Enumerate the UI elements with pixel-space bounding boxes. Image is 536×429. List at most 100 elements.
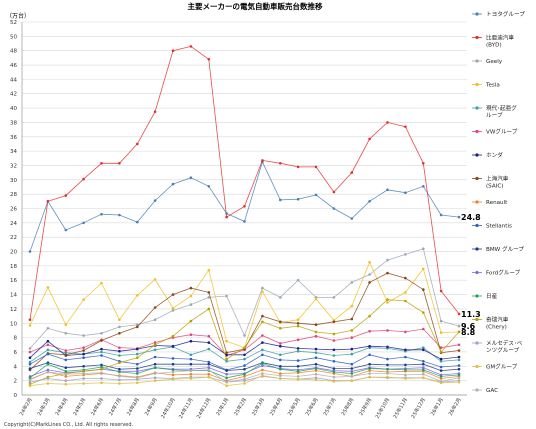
y-tick-label: 28 <box>10 192 17 198</box>
y-tick-label: 50 <box>10 34 17 40</box>
data-point <box>207 375 211 379</box>
y-tick-label: 22 <box>10 235 17 241</box>
data-point <box>279 353 282 357</box>
data-point <box>439 350 443 354</box>
legend-label: 奇瑞汽車 <box>486 316 509 324</box>
data-point <box>386 363 389 367</box>
y-tick-label: 32 <box>10 163 17 169</box>
data-point <box>28 362 32 366</box>
data-point <box>386 121 389 124</box>
data-point <box>439 319 443 323</box>
data-point <box>82 177 85 181</box>
legend-label: (BYD) <box>486 43 502 49</box>
data-point <box>136 347 139 351</box>
data-point <box>332 190 336 194</box>
data-point <box>82 372 85 375</box>
data-point <box>422 327 425 331</box>
data-point <box>207 185 211 188</box>
data-point <box>100 377 103 380</box>
data-point <box>314 372 318 376</box>
data-point <box>153 379 157 383</box>
data-point <box>28 367 32 370</box>
data-point <box>171 334 175 338</box>
data-point <box>100 354 103 357</box>
y-tick-label: 2 <box>14 379 18 385</box>
y-tick-label: 52 <box>10 20 17 26</box>
data-point <box>368 273 371 276</box>
data-point <box>350 362 354 366</box>
data-point <box>439 289 443 293</box>
data-point <box>136 142 139 146</box>
data-point <box>118 318 121 322</box>
data-point <box>350 367 354 370</box>
data-point <box>82 298 85 301</box>
data-point <box>82 365 85 368</box>
data-point <box>314 356 318 360</box>
data-point <box>100 365 103 369</box>
data-point <box>64 370 68 373</box>
data-point <box>386 301 389 304</box>
data-point <box>189 294 193 298</box>
data-point <box>64 382 68 386</box>
data-point <box>422 366 425 370</box>
data-point <box>243 382 246 385</box>
data-point <box>225 351 228 355</box>
data-point <box>350 317 354 321</box>
data-point <box>153 348 157 352</box>
data-point <box>261 362 264 365</box>
data-point <box>314 378 318 382</box>
data-point <box>82 346 85 350</box>
data-point <box>100 363 103 367</box>
data-point <box>118 375 121 378</box>
data-point <box>404 299 407 303</box>
data-point <box>136 362 139 366</box>
y-tick-label: 10 <box>10 321 17 327</box>
data-point <box>136 220 139 224</box>
data-point <box>422 267 425 271</box>
data-point <box>171 344 175 348</box>
data-point <box>457 215 461 219</box>
data-point <box>350 375 354 378</box>
data-point <box>171 182 175 186</box>
data-point <box>296 278 300 282</box>
data-point <box>314 369 318 372</box>
legend-swatch-marker <box>475 294 479 298</box>
data-point <box>368 314 371 318</box>
data-point <box>82 370 85 373</box>
data-point <box>422 162 425 165</box>
data-point <box>100 281 103 285</box>
data-point <box>439 357 443 361</box>
data-point <box>404 276 407 280</box>
data-point <box>207 307 211 311</box>
data-point <box>261 290 264 294</box>
data-point <box>350 347 354 351</box>
data-point <box>368 137 371 141</box>
data-point <box>118 346 121 350</box>
data-point <box>46 339 50 343</box>
legend-swatch-marker <box>475 270 479 275</box>
y-tick-label: 24 <box>10 221 17 227</box>
data-point <box>457 349 461 352</box>
data-point <box>118 349 121 353</box>
data-point <box>386 375 389 379</box>
data-point <box>261 320 264 324</box>
data-point <box>189 339 193 343</box>
data-point <box>100 381 103 385</box>
data-point <box>404 355 407 359</box>
legend-swatch-marker <box>475 317 479 322</box>
data-point <box>189 303 193 306</box>
data-point <box>350 281 354 284</box>
data-point <box>189 377 193 380</box>
data-point <box>64 349 68 352</box>
data-point <box>368 353 371 357</box>
data-point <box>314 376 318 380</box>
data-point <box>136 372 139 375</box>
data-point <box>368 372 371 375</box>
data-point <box>28 384 32 388</box>
data-point <box>153 306 157 309</box>
data-point <box>207 334 211 338</box>
data-point <box>136 323 139 327</box>
data-point <box>28 380 32 384</box>
data-point <box>279 320 282 324</box>
